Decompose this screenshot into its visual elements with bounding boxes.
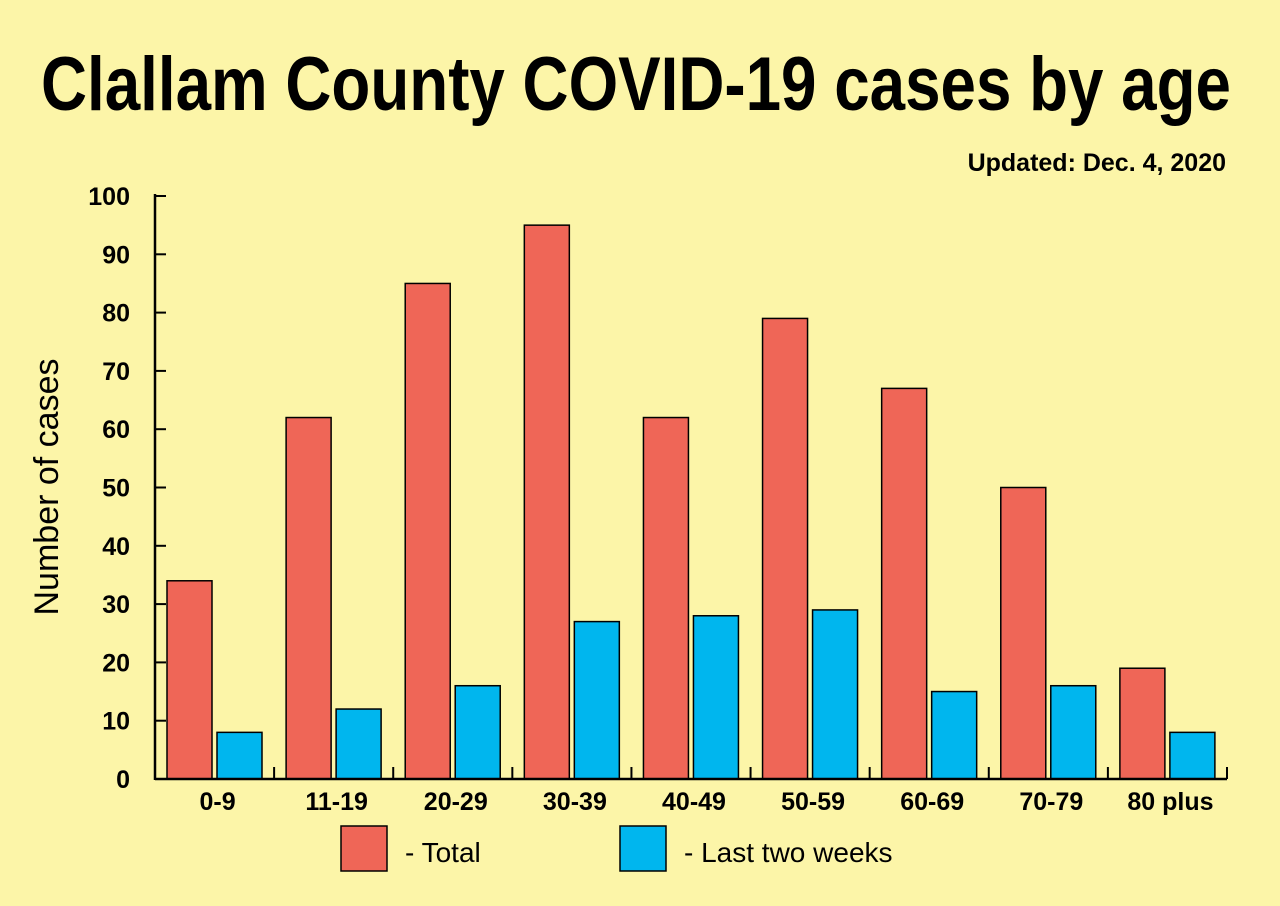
bar-last-two-weeks [573,620,621,780]
x-tick-label: 60-69 [900,788,964,816]
legend-label: - Last two weeks [684,837,893,868]
x-tick-label: 40-49 [662,788,726,816]
y-tick-label: 60 [102,416,130,444]
x-tick-label: 11-19 [305,788,368,816]
bar-total [880,387,928,780]
bar-total [642,416,690,780]
y-tick-label: 50 [102,475,130,503]
bar-total [1119,667,1166,780]
bar-total [166,580,213,780]
x-tick-label: 50-59 [781,788,845,816]
bar-total [285,416,332,780]
bar-total [523,224,571,780]
y-tick-label: 40 [102,533,130,561]
bar-last-two-weeks [335,708,382,780]
y-tick-label: 100 [88,183,130,211]
y-tick-label: 90 [102,241,130,269]
bar-last-two-weeks [216,731,263,780]
x-tick-label: 30-39 [543,788,607,816]
bar-last-two-weeks [811,609,859,780]
bar-last-two-weeks [454,684,501,780]
chart-subtitle: Updated: Dec. 4, 2020 [968,149,1226,177]
bar-last-two-weeks [692,615,740,780]
x-tick-label: 20-29 [424,788,488,816]
legend-swatch [619,825,667,872]
legend-swatch [340,825,388,872]
legend-label: - Total [405,837,481,868]
y-axis-label: Number of cases [28,359,66,616]
bar-total [761,317,809,780]
bar-last-two-weeks [1050,684,1097,780]
y-tick-label: 80 [102,300,130,328]
x-tick-label: 0-9 [199,788,235,816]
bar-total [404,282,451,780]
legend: - Total - Last two weeks [340,825,893,872]
bar-last-two-weeks [1169,731,1216,780]
y-tick-label: 10 [102,708,130,736]
y-tick-label: 30 [102,591,130,619]
x-tick-label: 80 plus [1127,788,1213,816]
y-tick-label: 0 [116,766,130,794]
y-tick-label: 70 [102,358,130,386]
bar-total [1000,486,1047,780]
chart-title: Clallam County COVID-19 cases by age [41,42,1231,127]
y-tick-label: 20 [102,649,130,677]
bar-last-two-weeks [930,690,978,780]
x-tick-label: 70-79 [1019,788,1083,816]
